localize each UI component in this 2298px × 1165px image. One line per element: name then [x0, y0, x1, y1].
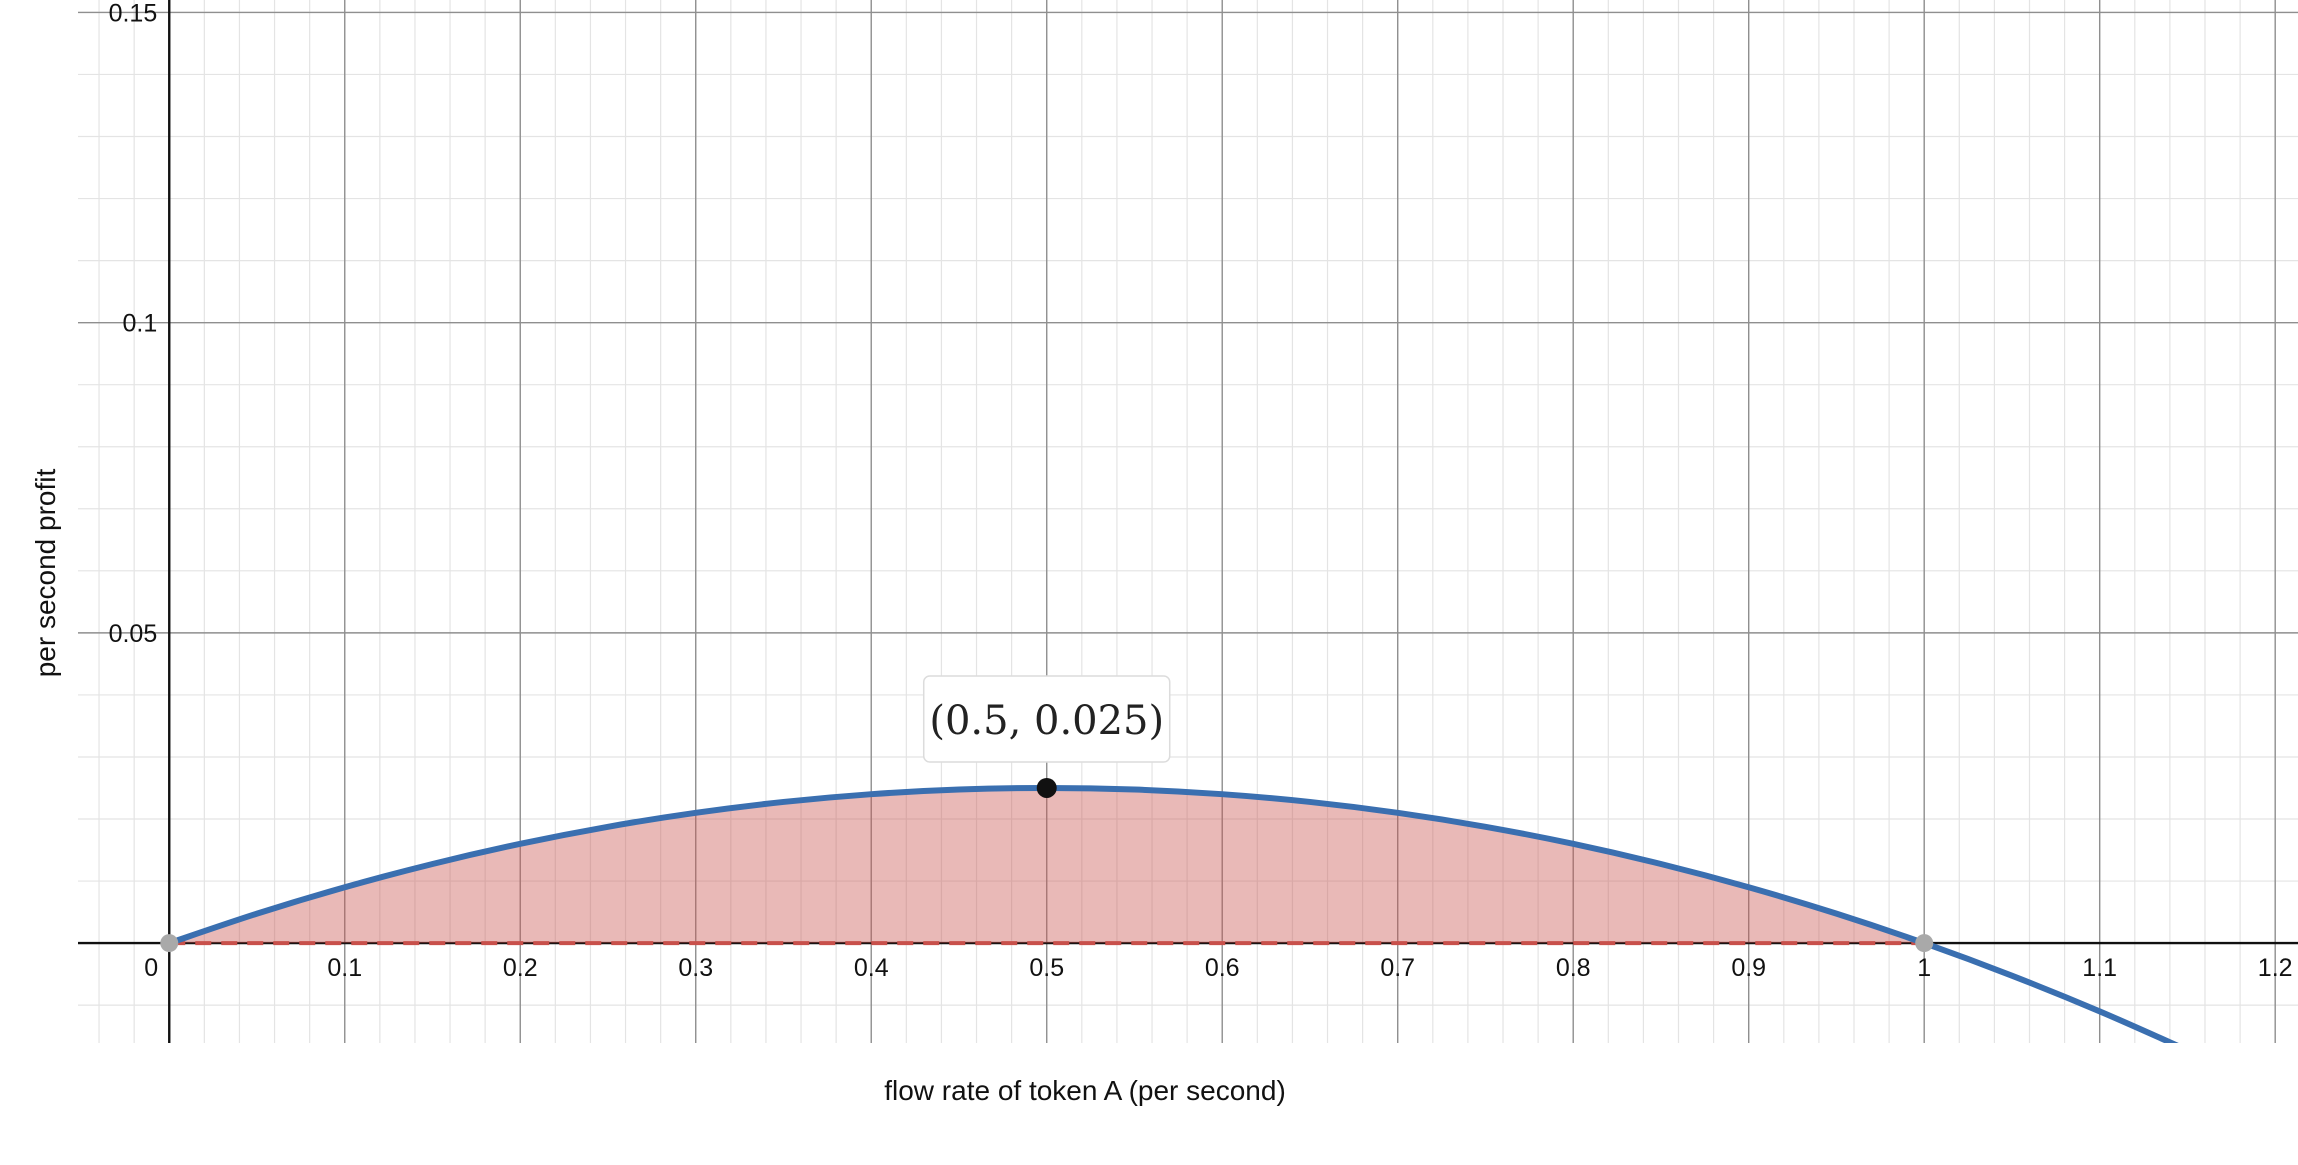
x-tick-label: 0.7	[1380, 954, 1415, 982]
x-tick-label: 0.6	[1205, 954, 1240, 982]
intercept-point	[160, 934, 179, 953]
y-axis-title: per second profit	[30, 469, 61, 678]
x-tick-label: 0.2	[503, 954, 538, 982]
x-tick-label: 1.1	[2082, 954, 2117, 982]
major-grid	[78, 0, 2298, 1043]
annotation-box	[922, 675, 1171, 763]
x-tick-label: 1	[1917, 954, 1931, 982]
y-tick-label: 0.1	[122, 310, 157, 338]
x-tick-label: 0.9	[1731, 954, 1766, 982]
annotation-layer: (0.5, 0.025)	[922, 675, 1171, 763]
x-tick-label: 0.8	[1556, 954, 1591, 982]
y-tick-label: 0.15	[109, 0, 158, 27]
x-axis-title: flow rate of token A (per second)	[884, 1075, 1286, 1106]
intercept-point	[1915, 934, 1934, 953]
x-tick-label: 0.4	[854, 954, 889, 982]
curve-layer	[166, 784, 2179, 1043]
points-layer	[160, 777, 1934, 953]
x-tick-label: 0	[144, 954, 158, 982]
profit-curve	[166, 784, 2179, 1043]
x-tick-label: 0.1	[327, 954, 362, 982]
y-tick-label: 0.05	[109, 620, 158, 648]
maximum-point	[1036, 777, 1057, 798]
x-tick-label: 0.3	[678, 954, 713, 982]
x-tick-label: 0.5	[1029, 954, 1064, 982]
annotation-label: (0.5, 0.025)	[929, 698, 1164, 744]
x-tick-label: 1.2	[2258, 954, 2293, 982]
tick-labels: 0 0.1 0.2 0.3 0.4 0.5 0.6 0.7 0.8 0.9 1 1.1 1.2 0.05 0…	[109, 0, 2293, 982]
